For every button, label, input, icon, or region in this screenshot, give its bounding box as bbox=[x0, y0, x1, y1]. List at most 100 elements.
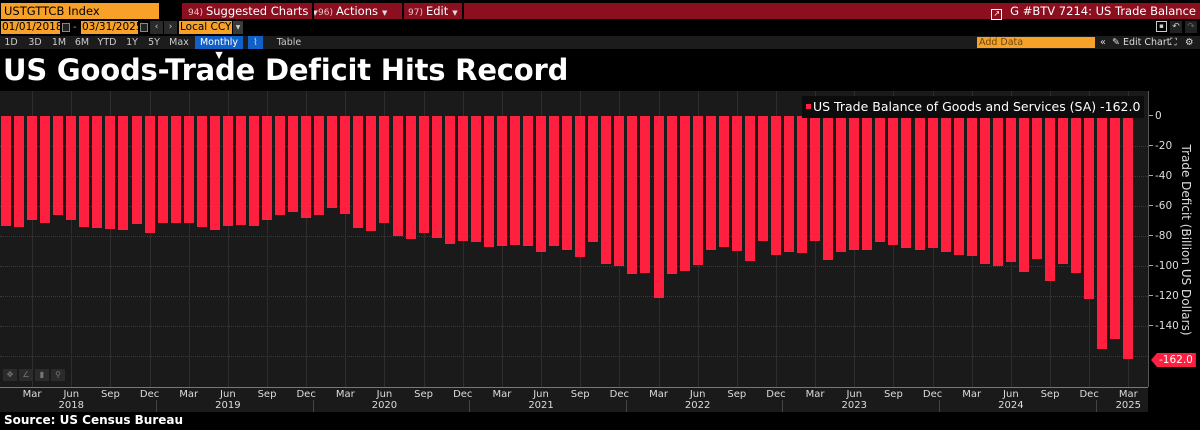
data-bar[interactable] bbox=[340, 116, 351, 214]
data-bar[interactable] bbox=[718, 116, 729, 247]
period-ytd-button[interactable]: YTD bbox=[97, 37, 117, 48]
data-bar[interactable] bbox=[53, 116, 64, 215]
data-bar[interactable] bbox=[496, 116, 507, 246]
data-bar[interactable] bbox=[705, 116, 716, 250]
data-bar[interactable] bbox=[379, 116, 390, 223]
data-bar[interactable] bbox=[784, 116, 794, 252]
data-bar[interactable] bbox=[797, 116, 808, 253]
data-bar[interactable] bbox=[679, 116, 690, 271]
data-bar[interactable] bbox=[1123, 116, 1134, 359]
previous-period-button[interactable]: ‹ bbox=[150, 21, 163, 34]
data-bar[interactable] bbox=[157, 116, 168, 223]
data-bar[interactable] bbox=[262, 116, 272, 220]
period-6m-button[interactable]: 6M bbox=[74, 37, 90, 48]
data-bar[interactable] bbox=[79, 116, 90, 227]
data-bar[interactable] bbox=[823, 116, 834, 260]
start-date-input[interactable]: 01/01/2018 bbox=[1, 21, 63, 34]
currency-select[interactable]: Local CCY bbox=[179, 21, 232, 34]
data-bar[interactable] bbox=[366, 116, 377, 231]
draw-line-icon[interactable]: ∠ bbox=[19, 369, 33, 381]
data-bar[interactable] bbox=[992, 116, 1003, 266]
data-bar[interactable] bbox=[170, 116, 181, 223]
data-bar[interactable] bbox=[288, 116, 299, 212]
data-bar[interactable] bbox=[1071, 116, 1082, 273]
data-bar[interactable] bbox=[562, 116, 573, 250]
data-bar[interactable] bbox=[901, 116, 912, 248]
data-bar[interactable] bbox=[979, 116, 990, 264]
ticker-input[interactable]: USTGTTCB Index bbox=[1, 3, 159, 19]
data-bar[interactable] bbox=[875, 116, 886, 242]
data-bar[interactable] bbox=[770, 116, 781, 255]
period-max-button[interactable]: Max bbox=[169, 37, 189, 48]
period-3d-button[interactable]: 3D bbox=[28, 37, 42, 48]
data-bar[interactable] bbox=[131, 116, 142, 224]
data-bar[interactable] bbox=[1005, 116, 1016, 262]
data-bar[interactable] bbox=[1045, 116, 1055, 281]
data-bar[interactable] bbox=[353, 116, 364, 228]
data-bar[interactable] bbox=[744, 116, 755, 261]
data-bar[interactable] bbox=[418, 116, 429, 233]
data-bar[interactable] bbox=[14, 116, 25, 227]
data-bar[interactable] bbox=[92, 116, 103, 228]
edit-chart-button[interactable]: ✎ Edit Chart bbox=[1112, 37, 1171, 48]
data-bar[interactable] bbox=[118, 116, 129, 230]
data-bar[interactable] bbox=[888, 116, 899, 245]
data-bar[interactable] bbox=[327, 116, 338, 208]
data-bar[interactable] bbox=[849, 116, 860, 250]
data-bar[interactable] bbox=[209, 116, 220, 230]
data-bar[interactable] bbox=[640, 116, 651, 273]
data-bar[interactable] bbox=[1110, 116, 1121, 339]
period-1y-button[interactable]: 1Y bbox=[126, 37, 138, 48]
data-bar[interactable] bbox=[627, 116, 638, 274]
data-bar[interactable] bbox=[1018, 116, 1029, 272]
data-bar[interactable] bbox=[614, 116, 625, 266]
data-bar[interactable] bbox=[470, 116, 481, 242]
data-bar[interactable] bbox=[940, 116, 951, 252]
data-bar[interactable] bbox=[914, 116, 925, 250]
data-bar[interactable] bbox=[144, 116, 155, 233]
data-bar[interactable] bbox=[235, 116, 246, 225]
pop-out-icon[interactable]: ↗ bbox=[991, 9, 1003, 20]
data-bar[interactable] bbox=[444, 116, 455, 244]
data-bar[interactable] bbox=[392, 116, 403, 236]
period-1m-button[interactable]: 1M bbox=[51, 37, 67, 48]
data-bar[interactable] bbox=[1097, 116, 1108, 349]
data-bar[interactable] bbox=[757, 116, 768, 241]
data-bar[interactable] bbox=[105, 116, 116, 229]
annotate-icon[interactable]: ⛶ bbox=[1170, 37, 1177, 48]
data-bar[interactable] bbox=[731, 116, 742, 251]
data-bar[interactable] bbox=[953, 116, 964, 255]
data-bar[interactable] bbox=[27, 116, 38, 220]
data-bar[interactable] bbox=[966, 116, 977, 256]
data-bar[interactable] bbox=[523, 116, 533, 246]
end-date-input[interactable]: 03/31/2025 bbox=[81, 21, 143, 34]
chevron-down-icon[interactable]: ▼ bbox=[233, 21, 243, 34]
data-bar[interactable] bbox=[836, 116, 847, 252]
data-bar[interactable] bbox=[1, 116, 11, 226]
next-period-button[interactable]: › bbox=[164, 21, 177, 34]
zoom-icon[interactable]: ⚲ bbox=[51, 369, 65, 381]
data-bar[interactable] bbox=[536, 116, 547, 252]
collapse-icon[interactable]: « bbox=[1100, 37, 1106, 48]
data-bar[interactable] bbox=[431, 116, 442, 238]
redo-icon[interactable]: ↷ bbox=[1185, 21, 1197, 33]
undo-icon[interactable]: ↶ bbox=[1170, 21, 1182, 33]
data-bar[interactable] bbox=[810, 116, 821, 241]
data-bar[interactable] bbox=[653, 116, 664, 298]
data-bar[interactable] bbox=[549, 116, 560, 246]
calendar-icon[interactable] bbox=[140, 23, 148, 32]
period-5y-button[interactable]: 5Y bbox=[148, 37, 160, 48]
data-bar[interactable] bbox=[862, 116, 873, 250]
data-bar[interactable] bbox=[1084, 116, 1095, 299]
data-bar[interactable] bbox=[601, 116, 612, 264]
data-bar[interactable] bbox=[1058, 116, 1069, 264]
data-bar[interactable] bbox=[248, 116, 259, 226]
data-bar[interactable] bbox=[275, 116, 286, 215]
period-1d-button[interactable]: 1D bbox=[4, 37, 18, 48]
data-bar[interactable] bbox=[927, 116, 938, 248]
data-bar[interactable] bbox=[1031, 116, 1042, 259]
data-bar[interactable] bbox=[183, 116, 194, 223]
data-bar[interactable] bbox=[314, 116, 325, 215]
data-bar[interactable] bbox=[405, 116, 416, 239]
data-bar[interactable] bbox=[483, 116, 494, 247]
